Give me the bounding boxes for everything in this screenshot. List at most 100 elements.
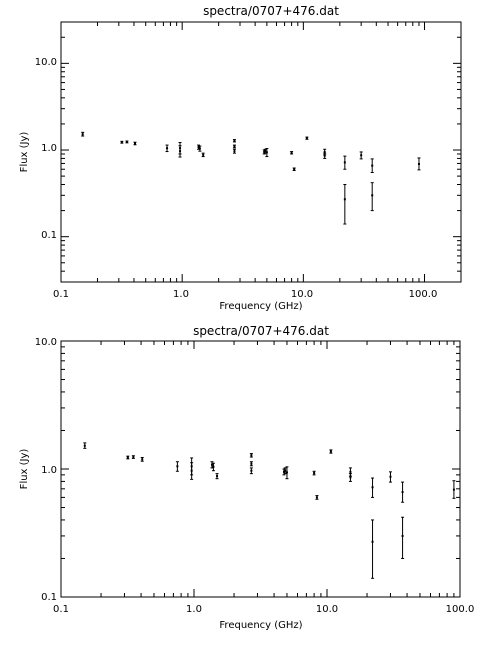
point-marker: [371, 194, 374, 197]
data-point: [343, 184, 347, 225]
data-point: [232, 148, 236, 154]
data-point: [283, 467, 287, 475]
point-marker: [389, 475, 392, 478]
x-tick-label: 10.0: [291, 289, 313, 300]
data-point: [359, 151, 363, 160]
point-marker: [210, 463, 213, 466]
point-marker: [452, 488, 455, 491]
data-point: [249, 453, 253, 458]
x-tick-label: 100.0: [409, 289, 438, 300]
chart-panel-bottom: spectra/0707+476.dat 0.1 1.0 10.0 100.0 …: [19, 324, 474, 631]
data-point: [165, 144, 169, 153]
point-marker: [141, 458, 144, 461]
point-marker: [233, 150, 236, 153]
point-marker: [284, 469, 287, 472]
data-point: [126, 455, 130, 460]
data-point: [285, 466, 289, 480]
point-marker: [401, 534, 404, 537]
point-marker: [315, 496, 318, 499]
point-marker: [305, 137, 308, 140]
point-marker: [179, 150, 182, 153]
point-marker: [212, 465, 215, 468]
x-tick-label: 0.1: [53, 289, 69, 300]
y-tick-label: 0.1: [41, 592, 57, 603]
y-tick-label: 10.0: [35, 57, 57, 68]
data-point: [315, 495, 319, 500]
x-axis-label: Frequency (GHz): [219, 620, 302, 631]
point-marker: [133, 142, 136, 145]
data-point: [388, 471, 392, 483]
data-point: [329, 449, 333, 454]
data-point: [232, 139, 236, 143]
point-marker: [126, 456, 129, 459]
data-point: [401, 481, 405, 503]
point-marker: [417, 162, 420, 165]
point-marker: [265, 151, 268, 154]
chart-title: spectra/0707+476.dat: [193, 324, 329, 338]
point-marker: [83, 444, 86, 447]
point-marker: [371, 486, 374, 489]
axis-ticks: [60, 21, 462, 283]
point-marker: [349, 470, 352, 473]
data-point: [81, 131, 85, 137]
data-point: [371, 477, 375, 498]
point-marker: [371, 540, 374, 543]
data-point: [140, 456, 144, 462]
point-marker: [176, 465, 179, 468]
data-point: [120, 140, 124, 144]
x-tick-label: 10.0: [316, 604, 338, 615]
point-marker: [343, 161, 346, 164]
point-marker: [371, 164, 374, 167]
point-marker: [166, 147, 169, 150]
point-marker: [190, 469, 193, 472]
point-marker: [329, 450, 332, 453]
point-marker: [323, 150, 326, 153]
point-marker: [285, 471, 288, 474]
data-point: [305, 136, 309, 140]
point-marker: [197, 146, 200, 149]
data-point: [348, 473, 352, 482]
data-point: [292, 167, 296, 172]
point-marker: [349, 476, 352, 479]
x-tick-label: 100.0: [446, 604, 475, 615]
y-tick-label: 10.0: [35, 337, 57, 348]
data-point: [83, 442, 87, 449]
chart-title: spectra/0707+476.dat: [203, 4, 339, 18]
x-tick-label: 0.1: [53, 604, 69, 615]
point-marker: [343, 198, 346, 201]
data-point: [417, 157, 421, 171]
point-marker: [401, 491, 404, 494]
point-marker: [216, 475, 219, 478]
point-marker: [293, 168, 296, 171]
point-marker: [233, 139, 236, 142]
data-point: [198, 145, 202, 152]
data-point: [175, 461, 179, 472]
data-point: [201, 152, 205, 158]
point-marker: [202, 153, 205, 156]
data-point: [215, 473, 219, 480]
data-point: [232, 144, 236, 149]
y-axis-label: Flux (Jy): [19, 132, 30, 173]
point-marker: [233, 145, 236, 148]
data-point: [401, 516, 405, 559]
tick-labels: 0.1 1.0 10.0 100.0 0.1 1.0 10.0: [35, 337, 475, 615]
point-marker: [125, 140, 128, 143]
x-tick-label: 1.0: [173, 289, 189, 300]
point-marker: [360, 154, 363, 157]
data-point: [249, 467, 253, 475]
point-marker: [264, 150, 267, 153]
data-point: [323, 152, 327, 159]
data-point: [371, 519, 375, 579]
plot-frame: [60, 21, 462, 283]
axis-ticks: [60, 340, 461, 598]
data-points: [81, 131, 421, 225]
tick-labels: 0.1 1.0 10.0 100.0 0.1 1.0 10.0: [35, 57, 438, 300]
data-point: [312, 470, 316, 476]
y-tick-label: 0.1: [41, 230, 57, 241]
data-point: [370, 158, 374, 174]
point-marker: [81, 133, 84, 136]
point-marker: [250, 454, 253, 457]
data-point: [190, 462, 194, 480]
y-axis-label: Flux (Jy): [19, 449, 30, 490]
point-marker: [290, 151, 293, 154]
